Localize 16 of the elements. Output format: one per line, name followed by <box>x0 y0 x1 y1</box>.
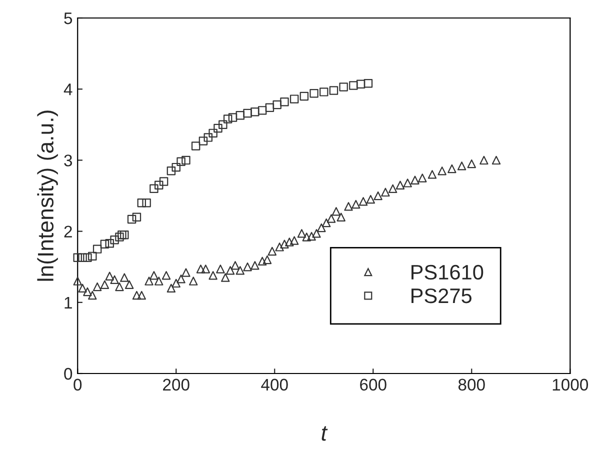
y-tick-label: 2 <box>64 226 72 238</box>
x-tick-label: 1000 <box>552 378 588 391</box>
x-tick-label: 0 <box>74 378 82 391</box>
legend-label: PS275 <box>412 288 472 304</box>
y-tick-label: 5 <box>64 12 72 24</box>
x-tick-label: 200 <box>163 378 190 391</box>
y-tick-label: 3 <box>64 154 72 166</box>
y-tick-label: 1 <box>64 296 72 308</box>
y-tick-label: 4 <box>64 84 72 96</box>
x-tick-label: 600 <box>360 378 386 391</box>
y-axis-title: ln(Intensity) (a.u.) <box>37 110 58 281</box>
legend-label: PS1610 <box>412 264 484 280</box>
y-tick-label: 0 <box>64 368 72 380</box>
x-tick-label: 400 <box>261 378 288 391</box>
x-tick-label: 800 <box>458 378 485 391</box>
x-axis-title: t <box>322 426 328 441</box>
